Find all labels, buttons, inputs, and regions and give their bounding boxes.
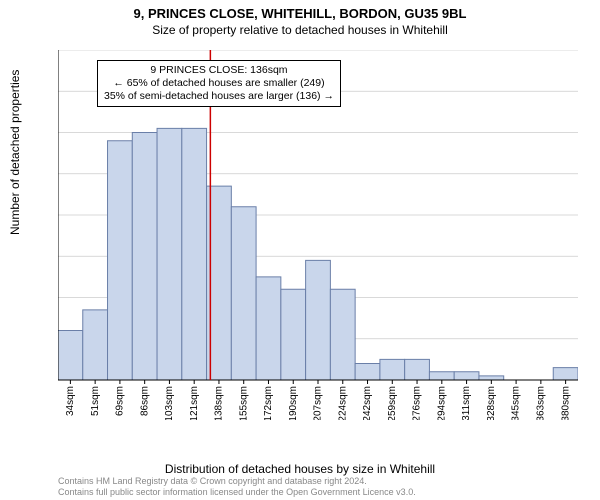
annotation-line1: 9 PRINCES CLOSE: 136sqm <box>104 64 334 77</box>
x-axis-label: Distribution of detached houses by size … <box>0 462 600 476</box>
svg-text:138sqm: 138sqm <box>214 386 225 420</box>
svg-text:190sqm: 190sqm <box>288 386 299 420</box>
svg-text:51sqm: 51sqm <box>90 386 101 416</box>
svg-text:207sqm: 207sqm <box>313 386 324 420</box>
svg-text:86sqm: 86sqm <box>139 386 150 416</box>
svg-text:345sqm: 345sqm <box>511 386 522 420</box>
svg-text:34sqm: 34sqm <box>65 386 76 416</box>
svg-text:172sqm: 172sqm <box>263 386 274 420</box>
svg-text:224sqm: 224sqm <box>337 386 348 420</box>
svg-text:69sqm: 69sqm <box>115 386 126 416</box>
annotation-line2: ← 65% of detached houses are smaller (24… <box>104 77 334 90</box>
page-subtitle: Size of property relative to detached ho… <box>0 23 600 37</box>
svg-text:311sqm: 311sqm <box>461 386 472 420</box>
annotation-box: 9 PRINCES CLOSE: 136sqm ← 65% of detache… <box>97 60 341 107</box>
chart-area: 0102030405060708034sqm51sqm69sqm86sqm103… <box>58 50 578 420</box>
svg-text:380sqm: 380sqm <box>560 386 571 420</box>
svg-text:242sqm: 242sqm <box>362 386 373 420</box>
svg-text:155sqm: 155sqm <box>238 386 249 420</box>
svg-text:276sqm: 276sqm <box>412 386 423 420</box>
svg-text:103sqm: 103sqm <box>164 386 175 420</box>
svg-text:259sqm: 259sqm <box>387 386 398 420</box>
footer-line1: Contains HM Land Registry data © Crown c… <box>58 476 416 487</box>
footer-line2: Contains full public sector information … <box>58 487 416 498</box>
page-title: 9, PRINCES CLOSE, WHITEHILL, BORDON, GU3… <box>0 6 600 21</box>
svg-text:328sqm: 328sqm <box>486 386 497 420</box>
svg-text:294sqm: 294sqm <box>436 386 447 420</box>
annotation-line3: 35% of semi-detached houses are larger (… <box>104 90 334 103</box>
svg-text:363sqm: 363sqm <box>535 386 546 420</box>
footer: Contains HM Land Registry data © Crown c… <box>58 476 416 498</box>
svg-text:121sqm: 121sqm <box>189 386 200 420</box>
y-axis-label: Number of detached properties <box>8 70 22 235</box>
